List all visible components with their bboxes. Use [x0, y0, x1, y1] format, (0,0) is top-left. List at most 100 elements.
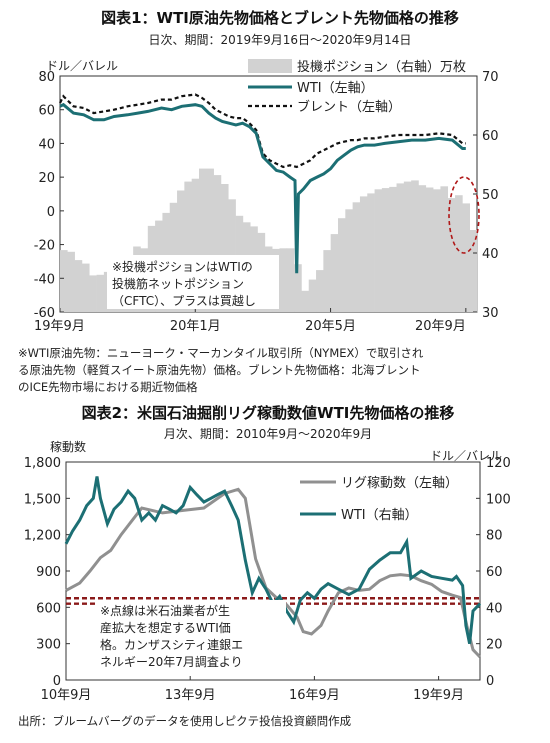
- position-bar: [323, 250, 331, 312]
- chart1-brent-line: [59, 93, 466, 169]
- chart2: 図表2：米国石油掘削リグ稼動数値WTI先物価格の推移 月次、期間：2010年9月…: [18, 404, 511, 728]
- chart2-annotation-line4: ネルギー20年7月調査より: [100, 655, 243, 669]
- position-bar: [316, 270, 324, 312]
- chart1-legend-bars: 投機ポジション（右軸）万枚: [297, 59, 466, 75]
- chart2-annotation: ※点線は米石油業者が生 産拡大を想定するWTI価 格。カンザスシティ連銀エ ネル…: [96, 600, 286, 672]
- position-bar: [184, 181, 192, 312]
- position-bar: [206, 168, 214, 312]
- x-tick-label: 20年5月: [305, 319, 356, 334]
- chart1-note-line1: ※WTI原油先物：ニューヨーク・マーカンタイル取引所（NYMEX）で取引され: [18, 346, 424, 360]
- y-right-tick-label: 70: [482, 70, 499, 85]
- chart2-annotation-line2: 産拡大を想定するWTI価: [100, 620, 231, 635]
- chart1-highlight-ellipse: [448, 176, 480, 254]
- chart1-annotation-line1: ※投機ポジションはWTIの: [112, 259, 253, 274]
- position-bar: [396, 183, 405, 312]
- chart1-annotation-bg: [107, 255, 279, 309]
- y-left-tick-label: -20: [34, 239, 55, 254]
- y-right-tick-label: 120: [486, 456, 511, 471]
- y-left-tick-label: 1,800: [24, 456, 61, 471]
- chart2-title: 図表2：米国石油掘削リグ稼動数値WTI先物価格の推移: [82, 404, 455, 422]
- y-left-tick-label: 20: [38, 171, 55, 186]
- x-tick-label: 20年1月: [170, 319, 221, 334]
- position-bar: [213, 175, 222, 312]
- position-bar: [81, 263, 90, 312]
- position-bar: [220, 184, 229, 312]
- chart2-legend-wti: WTI（右軸）: [341, 508, 418, 523]
- y-left-tick-label: 600: [36, 601, 61, 616]
- y-right-tick-label: 0: [486, 674, 494, 689]
- y-left-tick-label: -40: [34, 272, 55, 287]
- position-bar: [469, 230, 478, 312]
- position-bar: [177, 190, 185, 312]
- y-right-tick-label: 100: [486, 492, 511, 507]
- chart1-annotation-line2: 投機筋ネットポジション: [112, 276, 244, 291]
- position-bar: [367, 193, 375, 312]
- chart1-legend-swatch-bars: [248, 59, 292, 73]
- position-bar: [301, 290, 310, 312]
- x-tick-label: 13年9月: [165, 688, 216, 703]
- position-bar: [447, 198, 456, 312]
- chart2-rig-line: [65, 487, 482, 659]
- position-bar: [74, 260, 83, 312]
- position-bar: [338, 218, 346, 312]
- chart1-legend-brent: ブレント（左軸）: [297, 99, 401, 115]
- y-left-tick-label: -60: [34, 306, 55, 321]
- position-bar: [279, 248, 288, 312]
- chart1-note-line2: る原油先物（軽質スイート原油先物）価格。ブレント先物価格：北海ブレント: [18, 363, 421, 377]
- chart2-y-left-label: 稼動数: [50, 439, 86, 454]
- position-bar: [308, 279, 317, 312]
- y-left-tick-label: 40: [38, 137, 55, 152]
- position-bar: [60, 250, 68, 312]
- chart1: 図表1：WTI原油先物価格とブレント先物価格の推移 日次、期間：2019年9月1…: [18, 9, 499, 394]
- chart1-note-line3: のICE先物市場における期近物価格: [18, 380, 198, 394]
- position-bar: [403, 181, 412, 312]
- y-left-tick-label: 1,200: [24, 529, 61, 544]
- chart1-subtitle: 日次、期間：2019年9月16日～2020年9月14日: [149, 33, 412, 47]
- x-tick-label: 19年9月: [413, 688, 464, 703]
- y-right-tick-label: 80: [486, 529, 503, 544]
- y-left-tick-label: 80: [38, 70, 55, 85]
- position-bar: [359, 196, 368, 312]
- y-left-tick-label: 900: [36, 565, 61, 580]
- position-bar: [294, 264, 302, 312]
- position-bar: [345, 209, 353, 312]
- x-tick-label: 10年9月: [41, 688, 92, 703]
- chart2-annotation-line1: ※点線は米石油業者が生: [100, 603, 230, 618]
- chart1-legend: 投機ポジション（右軸）万枚 WTI（左軸） ブレント（左軸）: [248, 59, 466, 115]
- chart1-annotation: ※投機ポジションはWTIの 投機筋ネットポジション （CFTC）、プラスは買越し: [107, 255, 279, 309]
- y-right-tick-label: 60: [486, 565, 503, 580]
- position-bar: [199, 168, 207, 312]
- position-bar: [96, 274, 105, 312]
- y-left-tick-label: 60: [38, 104, 55, 119]
- source-note: 出所：ブルームバーグのデータを使用しピクテ投信投資顧問作成: [18, 714, 352, 728]
- chart2-annotation-bg: [96, 600, 286, 672]
- chart2-legend: リグ稼動数（左軸） WTI（右軸）: [300, 476, 458, 523]
- chart1-wti-line: [59, 102, 466, 274]
- y-left-tick-label: 1,500: [24, 492, 61, 507]
- position-bar: [191, 178, 200, 312]
- y-left-tick-label: 300: [36, 638, 61, 653]
- position-bar: [418, 185, 427, 312]
- y-right-tick-label: 30: [482, 306, 499, 321]
- chart2-subtitle: 月次、期間：2010年9月～2020年9月: [164, 427, 372, 441]
- y-right-tick-label: 60: [482, 129, 499, 144]
- position-bar: [433, 189, 441, 312]
- x-tick-label: 19年9月: [34, 319, 85, 334]
- y-left-tick-label: 0: [47, 205, 55, 220]
- position-bar: [440, 186, 449, 312]
- chart2-y-right-label: ドル／バレル: [430, 449, 502, 463]
- chart1-title: 図表1：WTI原油先物価格とブレント先物価格の推移: [101, 9, 459, 27]
- chart1-legend-wti: WTI（左軸）: [297, 81, 374, 96]
- position-bar: [411, 180, 419, 312]
- position-bar: [425, 187, 434, 312]
- y-right-tick-label: 40: [486, 601, 503, 616]
- y-right-tick-label: 20: [486, 638, 503, 653]
- position-bar: [381, 188, 390, 312]
- position-bar: [389, 186, 397, 312]
- chart1-annotation-line3: （CFTC）、プラスは買越し: [112, 294, 256, 308]
- chart2-legend-rig: リグ稼動数（左軸）: [341, 476, 458, 491]
- y-right-tick-label: 40: [482, 247, 499, 262]
- x-tick-label: 20年9月: [415, 319, 466, 334]
- position-bar: [455, 195, 463, 312]
